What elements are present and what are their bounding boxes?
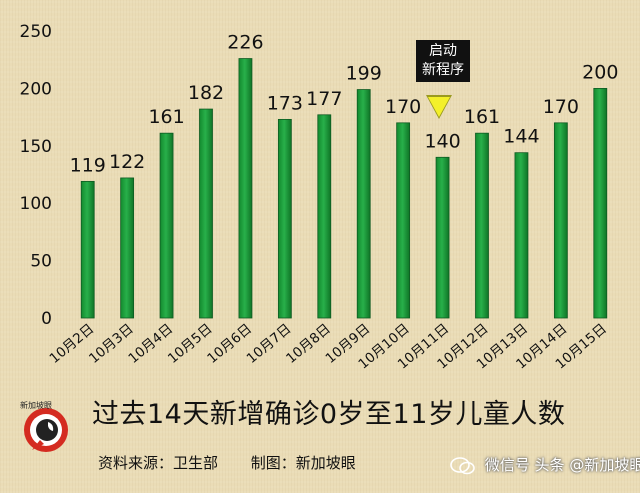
- bar: [159, 132, 174, 319]
- bar-value-label: 119: [70, 154, 106, 176]
- bar: [396, 122, 411, 319]
- bars: [80, 58, 608, 319]
- bar-value-label: 144: [503, 126, 539, 148]
- bar-value-label: 199: [346, 63, 382, 85]
- bar: [514, 152, 529, 319]
- watermark: 微信号 头条 @新加坡眼: [450, 454, 640, 476]
- annotation-callout: 启动 新程序: [416, 40, 470, 82]
- bar: [356, 89, 371, 319]
- bar-value-label: 170: [385, 96, 421, 118]
- bar: [277, 118, 292, 319]
- watermark-text: 微信号 头条 @新加坡眼: [484, 456, 640, 474]
- bar: [435, 156, 450, 319]
- annotation-line-2: 新程序: [422, 62, 464, 78]
- bar: [80, 180, 95, 319]
- y-tick-label: 150: [20, 137, 52, 157]
- annotation-arrow-icon: [428, 97, 450, 117]
- bar-value-label: 170: [543, 96, 579, 118]
- y-tick-label: 0: [41, 309, 52, 329]
- y-tick-label: 100: [20, 194, 52, 214]
- bar-value-label: 161: [464, 106, 500, 128]
- bar-value-label: 182: [188, 82, 224, 104]
- y-tick-label: 250: [20, 22, 52, 42]
- annotation-line-1: 启动: [429, 43, 457, 59]
- y-tick-label: 50: [30, 252, 52, 272]
- bar-value-label: 226: [227, 32, 263, 54]
- bar: [238, 58, 253, 319]
- bar: [553, 122, 568, 319]
- logo-icon: 新加坡眼: [20, 400, 68, 452]
- category-labels: 10月2日10月3日10月4日10月5日10月6日10月7日10月8日10月9日…: [47, 321, 610, 373]
- bar-value-label: 177: [306, 88, 342, 110]
- logo-text: 新加坡眼: [20, 400, 52, 410]
- source-credit: 资料来源：卫生部: [98, 454, 219, 472]
- bar: [593, 88, 608, 319]
- bar-value-label: 140: [424, 130, 460, 152]
- y-tick-label: 200: [20, 79, 52, 99]
- maker-credit: 制图：新加坡眼: [250, 454, 356, 472]
- y-axis: 0 50 100 150 200 250: [20, 22, 52, 329]
- bar-value-label: 173: [267, 92, 303, 114]
- credits: 资料来源：卫生部 制图：新加坡眼: [98, 452, 384, 473]
- bar-value-label: 122: [109, 151, 145, 173]
- bar: [475, 132, 489, 319]
- wechat-icon: [450, 456, 475, 474]
- bar-value-label: 200: [582, 61, 618, 83]
- bar: [199, 108, 213, 319]
- chart-title: 过去14天新增确诊0岁至11岁儿童人数: [92, 399, 566, 430]
- bar-value-label: 161: [148, 106, 184, 128]
- bar: [317, 114, 332, 319]
- bar: [120, 177, 135, 319]
